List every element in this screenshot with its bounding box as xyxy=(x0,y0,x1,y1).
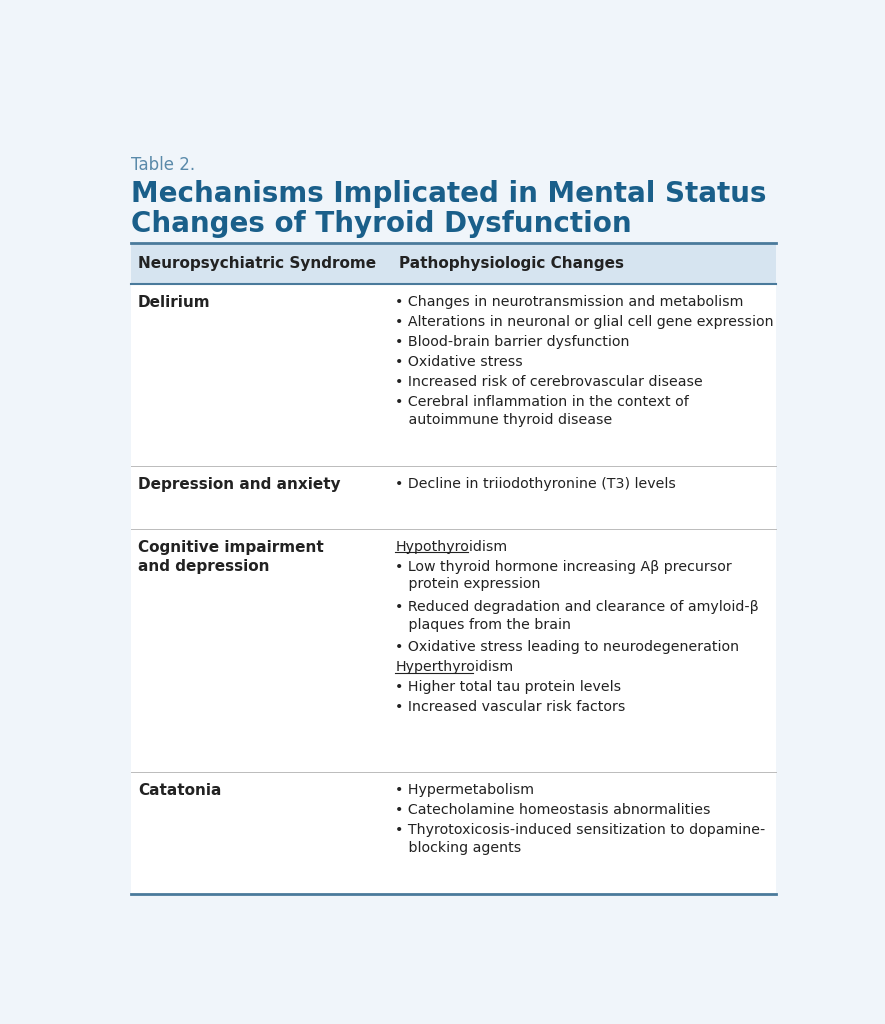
FancyBboxPatch shape xyxy=(131,284,776,467)
Text: • Alterations in neuronal or glial cell gene expression: • Alterations in neuronal or glial cell … xyxy=(396,314,773,329)
Text: Depression and anxiety: Depression and anxiety xyxy=(138,477,341,493)
Text: • Cerebral inflammation in the context of
   autoimmune thyroid disease: • Cerebral inflammation in the context o… xyxy=(396,395,689,427)
Text: Pathophysiologic Changes: Pathophysiologic Changes xyxy=(399,256,624,270)
Text: • Hypermetabolism: • Hypermetabolism xyxy=(396,782,535,797)
Text: • Increased risk of cerebrovascular disease: • Increased risk of cerebrovascular dise… xyxy=(396,375,703,389)
Text: • Higher total tau protein levels: • Higher total tau protein levels xyxy=(396,680,621,694)
Text: Mechanisms Implicated in Mental Status: Mechanisms Implicated in Mental Status xyxy=(131,179,766,208)
Text: • Low thyroid hormone increasing Aβ precursor
   protein expression: • Low thyroid hormone increasing Aβ prec… xyxy=(396,560,732,592)
FancyBboxPatch shape xyxy=(131,467,776,528)
Text: Changes of Thyroid Dysfunction: Changes of Thyroid Dysfunction xyxy=(131,210,632,238)
Text: • Changes in neurotransmission and metabolism: • Changes in neurotransmission and metab… xyxy=(396,295,743,308)
Text: Neuropsychiatric Syndrome: Neuropsychiatric Syndrome xyxy=(138,256,376,270)
Text: • Catecholamine homeostasis abnormalities: • Catecholamine homeostasis abnormalitie… xyxy=(396,803,711,817)
Text: Delirium: Delirium xyxy=(138,295,211,309)
FancyBboxPatch shape xyxy=(131,772,776,894)
Text: • Blood-brain barrier dysfunction: • Blood-brain barrier dysfunction xyxy=(396,335,630,349)
Text: Catatonia: Catatonia xyxy=(138,782,221,798)
Text: • Oxidative stress: • Oxidative stress xyxy=(396,355,523,369)
Text: Cognitive impairment
and depression: Cognitive impairment and depression xyxy=(138,540,324,574)
Text: • Reduced degradation and clearance of amyloid-β
   plaques from the brain: • Reduced degradation and clearance of a… xyxy=(396,600,759,632)
Text: Hypothyroidism: Hypothyroidism xyxy=(396,540,507,554)
Text: • Thyrotoxicosis-induced sensitization to dopamine-
   blocking agents: • Thyrotoxicosis-induced sensitization t… xyxy=(396,822,766,855)
Text: • Decline in triiodothyronine (T3) levels: • Decline in triiodothyronine (T3) level… xyxy=(396,477,676,492)
Text: • Oxidative stress leading to neurodegeneration: • Oxidative stress leading to neurodegen… xyxy=(396,640,739,654)
Text: Table 2.: Table 2. xyxy=(131,156,196,174)
Text: Hyperthyroidism: Hyperthyroidism xyxy=(396,660,513,674)
FancyBboxPatch shape xyxy=(131,528,776,772)
FancyBboxPatch shape xyxy=(131,243,776,284)
Text: • Increased vascular risk factors: • Increased vascular risk factors xyxy=(396,700,626,715)
